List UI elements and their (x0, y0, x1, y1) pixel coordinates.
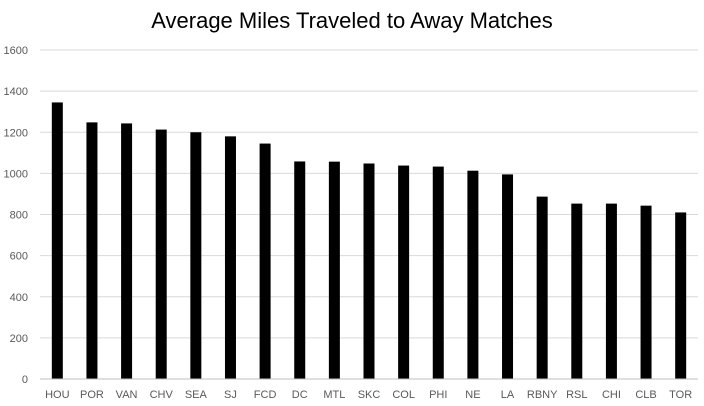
x-tick-label: CHI (602, 389, 621, 401)
x-tick-label: VAN (116, 389, 138, 401)
bar-rsl (571, 203, 583, 379)
bar-clb (640, 205, 652, 379)
x-tick-label: POR (80, 389, 104, 401)
bar-mtl (328, 161, 340, 379)
y-tick-label: 1000 (4, 168, 28, 180)
x-tick-label: SKC (358, 389, 381, 401)
bar-sea (190, 132, 202, 379)
bar-fcd (259, 143, 271, 379)
bar-la (502, 174, 514, 379)
y-tick-label: 1400 (4, 86, 28, 98)
bar-sj (224, 136, 236, 379)
x-tick-label: FCD (254, 389, 277, 401)
y-tick-label: 1600 (4, 45, 28, 57)
y-tick-label: 600 (10, 251, 28, 263)
bar-ne (467, 170, 479, 379)
bar-dc (294, 161, 306, 379)
y-tick-label: 1200 (4, 127, 28, 139)
y-tick-label: 0 (22, 374, 28, 386)
chart-title: Average Miles Traveled to Away Matches (151, 8, 553, 33)
y-tick-label: 400 (10, 292, 28, 304)
x-tick-label: CLB (635, 389, 656, 401)
x-tick-label: SEA (185, 389, 208, 401)
bar-col (398, 165, 410, 379)
x-tick-label: CHV (150, 389, 174, 401)
x-tick-label: DC (292, 389, 308, 401)
x-tick-label: SJ (224, 389, 237, 401)
x-tick-label: RSL (566, 389, 587, 401)
bar-chi (605, 203, 617, 379)
bar-van (121, 123, 133, 379)
bar-tor (675, 212, 687, 379)
bar-rbny (536, 196, 548, 379)
x-tick-label: TOR (669, 389, 692, 401)
bar-por (86, 122, 98, 379)
x-tick-label: COL (392, 389, 415, 401)
x-tick-label: RBNY (527, 389, 558, 401)
y-axis-tick-labels: 0 200 400 600 800 1000 1200 1400 1600 (4, 45, 28, 386)
x-axis-category-labels: HOU POR VAN CHV SEA SJ FCD DC MTL SKC COL PHI NE LA RB… (45, 389, 692, 401)
y-tick-label: 800 (10, 210, 28, 222)
bar-skc (363, 163, 375, 379)
x-tick-label: NE (465, 389, 480, 401)
x-tick-label: PHI (429, 389, 447, 401)
x-tick-label: LA (501, 389, 515, 401)
bars (51, 102, 687, 379)
x-tick-label: MTL (323, 389, 345, 401)
bar-chv (155, 129, 167, 379)
bar-phi (432, 166, 444, 379)
x-tick-label: HOU (45, 389, 70, 401)
y-tick-label: 200 (10, 333, 28, 345)
bar-hou (51, 102, 63, 379)
